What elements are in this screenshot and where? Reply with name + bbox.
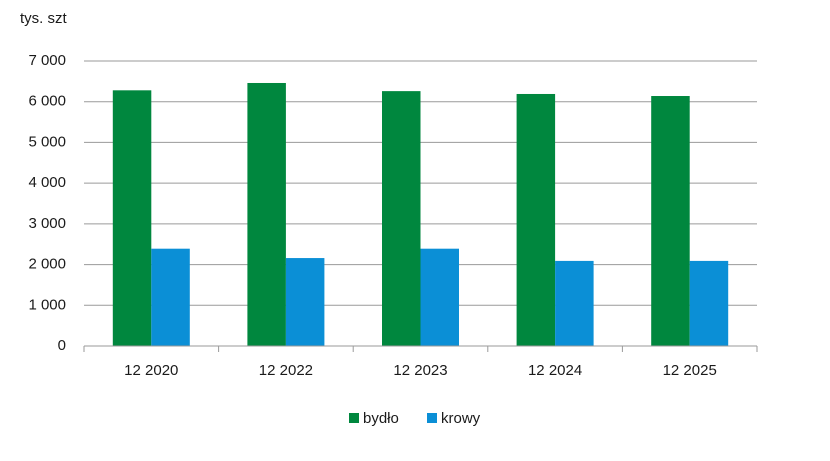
bar	[516, 93, 556, 346]
y-tick-label: 3 000	[28, 215, 66, 232]
y-tick-label: 7 000	[28, 52, 66, 69]
y-tick-label: 5 000	[28, 133, 66, 150]
bar	[382, 91, 421, 346]
x-tick-label: 12 2023	[393, 362, 447, 379]
bar	[420, 248, 459, 346]
bar	[151, 248, 190, 346]
y-tick-label: 4 000	[28, 174, 66, 191]
bar	[112, 90, 152, 346]
bar	[689, 260, 729, 346]
y-tick-label: 1 000	[28, 296, 66, 313]
x-tick-label: 12 2020	[124, 362, 178, 379]
bar	[651, 96, 690, 346]
legend-label: krowy	[441, 410, 481, 427]
bar	[247, 82, 286, 346]
y-tick-label: 2 000	[28, 256, 66, 273]
x-tick-label: 12 2022	[259, 362, 313, 379]
y-tick-label: 6 000	[28, 93, 66, 110]
legend-swatch	[427, 413, 437, 423]
bar	[555, 260, 594, 346]
x-tick-label: 12 2024	[528, 362, 582, 379]
legend-swatch	[349, 413, 359, 423]
legend-label: bydło	[363, 410, 399, 427]
y-axis-label: tys. szt	[20, 10, 68, 27]
x-tick-label: 12 2025	[663, 362, 717, 379]
y-tick-label: 0	[58, 337, 66, 354]
bar	[285, 258, 325, 346]
